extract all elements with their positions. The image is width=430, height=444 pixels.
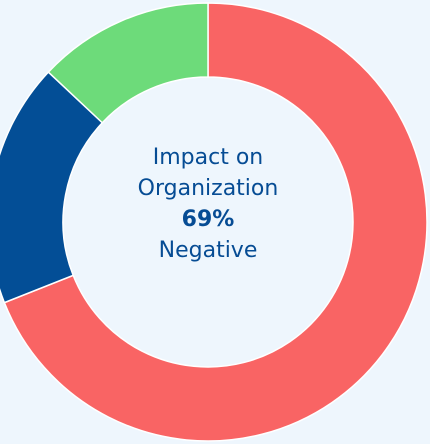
value-label: 69% <box>181 207 235 232</box>
chart-title: Impact on Organization <box>137 145 279 201</box>
donut-segment <box>47 2 209 124</box>
donut-segment <box>3 2 428 442</box>
category-label: Negative <box>158 238 258 263</box>
center-label: Impact on Organization 69% Negative <box>113 142 303 266</box>
